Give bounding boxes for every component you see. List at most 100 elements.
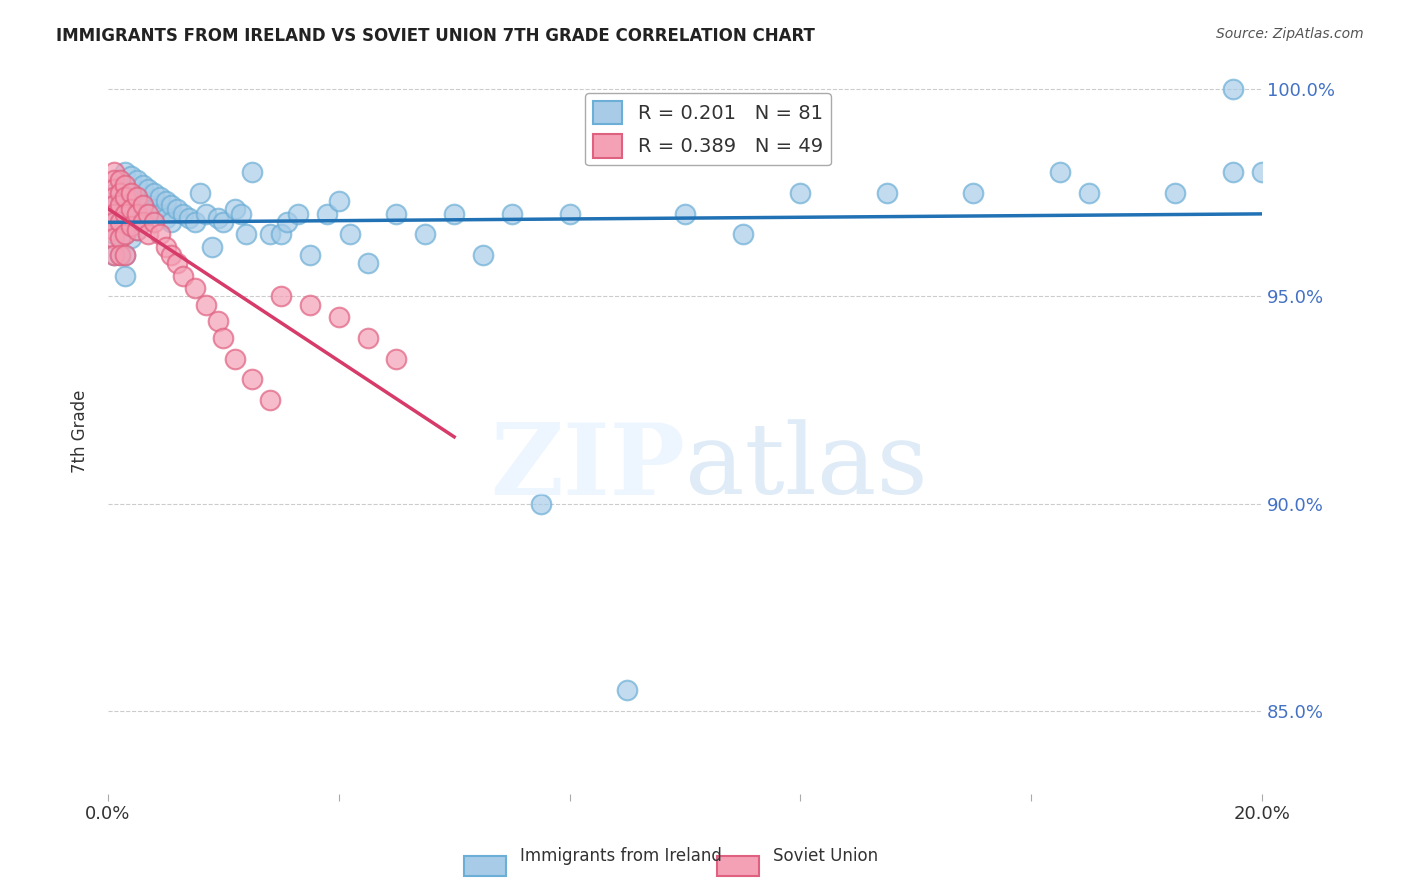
Point — [212, 331, 235, 345]
Point — [385, 206, 408, 220]
Point — [616, 683, 638, 698]
Point — [114, 215, 136, 229]
Point — [138, 227, 160, 242]
Point — [131, 198, 153, 212]
Point — [125, 190, 148, 204]
Point — [103, 248, 125, 262]
Point — [155, 194, 177, 208]
Point — [114, 165, 136, 179]
Point — [149, 227, 172, 242]
Point — [259, 227, 281, 242]
Point — [143, 215, 166, 229]
Point — [114, 248, 136, 262]
Point — [114, 178, 136, 192]
Point — [501, 206, 523, 220]
Point — [356, 256, 378, 270]
Point — [240, 372, 263, 386]
Point — [103, 215, 125, 229]
Point — [472, 248, 495, 262]
Point — [108, 186, 131, 200]
Point — [339, 227, 361, 242]
Point — [120, 202, 142, 217]
Point — [270, 289, 292, 303]
Point — [789, 186, 811, 200]
Point — [103, 215, 125, 229]
Point — [138, 198, 160, 212]
Point — [413, 227, 436, 242]
Point — [316, 206, 339, 220]
Point — [328, 310, 350, 325]
Point — [138, 182, 160, 196]
Point — [108, 231, 131, 245]
Point — [114, 206, 136, 220]
Y-axis label: 7th Grade: 7th Grade — [72, 390, 89, 473]
Point — [166, 256, 188, 270]
Point — [224, 202, 246, 217]
Point — [149, 206, 172, 220]
Point — [108, 215, 131, 229]
Point — [443, 206, 465, 220]
Point — [1222, 165, 1244, 179]
Point — [114, 190, 136, 204]
Point — [108, 186, 131, 200]
Point — [160, 248, 183, 262]
Point — [120, 169, 142, 184]
Point — [195, 206, 218, 220]
Text: IMMIGRANTS FROM IRELAND VS SOVIET UNION 7TH GRADE CORRELATION CHART: IMMIGRANTS FROM IRELAND VS SOVIET UNION … — [56, 27, 815, 45]
Point — [962, 186, 984, 200]
Point — [201, 240, 224, 254]
Point — [103, 182, 125, 196]
Point — [103, 165, 125, 179]
Point — [125, 173, 148, 187]
Point — [188, 186, 211, 200]
Text: atlas: atlas — [685, 419, 928, 516]
Point — [160, 198, 183, 212]
Point — [120, 186, 142, 200]
Text: Immigrants from Ireland: Immigrants from Ireland — [520, 847, 723, 865]
Point — [143, 202, 166, 217]
Point — [287, 206, 309, 220]
Point — [177, 211, 200, 225]
Point — [298, 248, 321, 262]
Point — [276, 215, 298, 229]
Point — [103, 231, 125, 245]
Point — [673, 206, 696, 220]
Point — [131, 178, 153, 192]
Point — [103, 186, 125, 200]
Point — [114, 227, 136, 242]
Point — [108, 173, 131, 187]
Point — [108, 248, 131, 262]
Point — [120, 198, 142, 212]
Point — [270, 227, 292, 242]
Text: Source: ZipAtlas.com: Source: ZipAtlas.com — [1216, 27, 1364, 41]
Point — [1049, 165, 1071, 179]
Point — [172, 268, 194, 283]
Point — [235, 227, 257, 242]
Point — [114, 227, 136, 242]
Point — [125, 206, 148, 220]
Point — [108, 198, 131, 212]
Legend: R = 0.201   N = 81, R = 0.389   N = 49: R = 0.201 N = 81, R = 0.389 N = 49 — [585, 93, 831, 166]
Point — [125, 206, 148, 220]
Point — [103, 248, 125, 262]
Point — [212, 215, 235, 229]
Point — [103, 198, 125, 212]
Point — [1222, 82, 1244, 96]
Point — [172, 206, 194, 220]
Point — [356, 331, 378, 345]
Point — [114, 268, 136, 283]
Point — [160, 215, 183, 229]
Point — [138, 206, 160, 220]
Text: Soviet Union: Soviet Union — [773, 847, 879, 865]
Point — [103, 223, 125, 237]
Point — [207, 314, 229, 328]
Point — [103, 190, 125, 204]
Point — [120, 219, 142, 233]
Point — [328, 194, 350, 208]
Point — [229, 206, 252, 220]
Point — [120, 231, 142, 245]
Point — [108, 215, 131, 229]
Point — [259, 392, 281, 407]
Point — [1077, 186, 1099, 200]
Point — [114, 198, 136, 212]
